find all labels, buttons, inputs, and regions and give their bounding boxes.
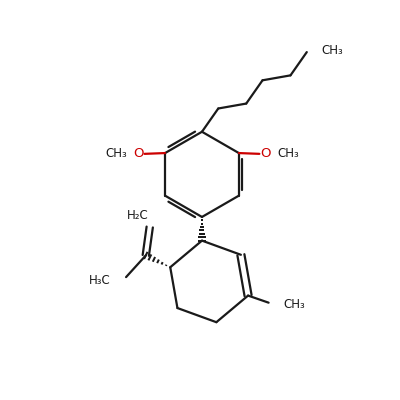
Text: CH₃: CH₃ [277, 147, 299, 160]
Text: O: O [260, 147, 271, 160]
Text: H₂C: H₂C [127, 210, 149, 222]
Text: CH₃: CH₃ [105, 147, 127, 160]
Text: CH₃: CH₃ [284, 298, 305, 311]
Text: CH₃: CH₃ [322, 44, 344, 57]
Text: H₃C: H₃C [89, 274, 111, 287]
Text: O: O [133, 147, 144, 160]
